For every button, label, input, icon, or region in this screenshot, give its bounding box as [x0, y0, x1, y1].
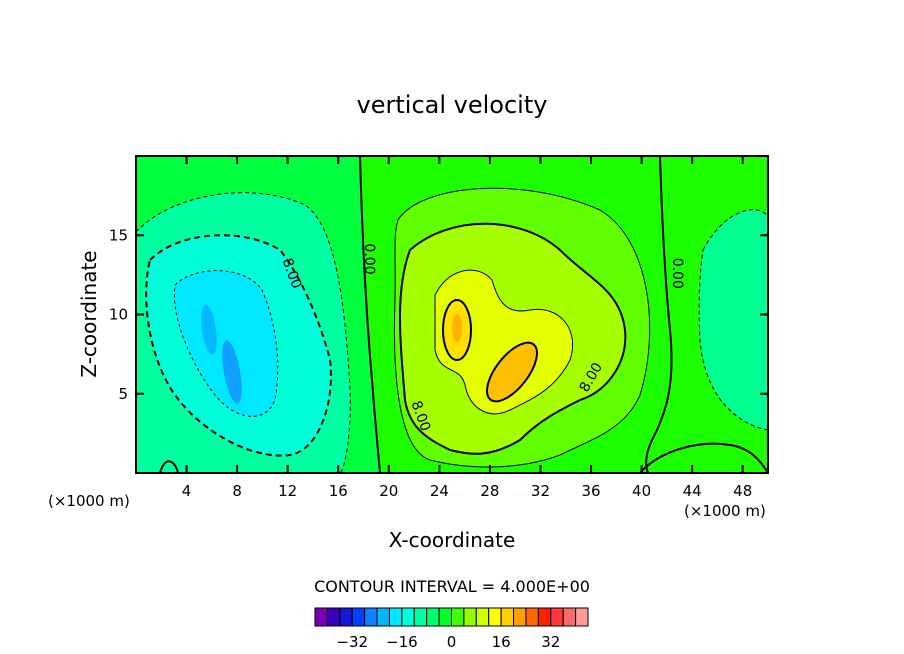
- y-axis: 5 10 15: [109, 226, 768, 403]
- colorbar-swatch: [364, 607, 378, 627]
- x-tick-label: 28: [480, 482, 499, 500]
- contour-neg8: [145, 234, 332, 457]
- contour-zero-left: [359, 156, 381, 473]
- colorbar-swatch: [562, 607, 577, 627]
- colorbar-swatch: [525, 607, 539, 627]
- x-unit-right: (×1000 m): [684, 502, 766, 520]
- colorbar-swatch: [401, 607, 415, 627]
- x-tick-label: 24: [430, 482, 449, 500]
- colorbar-swatch: [388, 607, 403, 627]
- x-axis-label: X-coordinate: [389, 528, 516, 552]
- colorbar-tick-label: −16: [386, 633, 418, 651]
- y-axis-label: Z-coordinate: [77, 250, 101, 377]
- x-tick-label: 12: [278, 482, 297, 500]
- contour-label: 0.00: [361, 243, 377, 274]
- chart-title: vertical velocity: [357, 91, 548, 119]
- contour-lines: [136, 156, 768, 473]
- x-tick-label: 32: [531, 482, 550, 500]
- colorbar-tick-label: 32: [541, 633, 560, 651]
- colorbar-swatch: [550, 607, 564, 627]
- colorbar-swatch: [500, 607, 515, 627]
- x-tick-label: 44: [683, 482, 702, 500]
- colorbar-swatch: [413, 607, 428, 627]
- colorbar-swatch: [351, 607, 366, 627]
- contour-bottom-bumps: [159, 442, 768, 473]
- contour-pos12: [434, 269, 574, 415]
- colorbar-swatch: [339, 607, 353, 627]
- contour-label: 0.00: [669, 258, 685, 289]
- contour-pos8: [399, 222, 627, 455]
- region-pos20-a: [452, 314, 462, 342]
- colorbar-swatch: [463, 607, 477, 627]
- colorbar-tick-label: 0: [447, 633, 457, 651]
- x-tick-label: 40: [632, 482, 651, 500]
- x-tick-label: 4: [182, 482, 192, 500]
- region-neg4-right: [699, 209, 768, 430]
- colorbar-swatch: [575, 607, 589, 627]
- colorbar-swatch: [513, 607, 527, 627]
- colorbar-swatch: [314, 607, 328, 627]
- contour-pos16-b: [486, 341, 538, 403]
- region-pos12: [435, 270, 573, 414]
- y-tick-label: 5: [118, 385, 128, 403]
- colorbar-tick-label: −32: [336, 633, 368, 651]
- y-tick-label: 15: [109, 226, 128, 244]
- contour-zero-right: [645, 156, 673, 473]
- x-tick-label: 36: [581, 482, 600, 500]
- x-tick-label: 20: [379, 482, 398, 500]
- colorbar-tick-label: 16: [492, 633, 511, 651]
- colorbar-swatch: [475, 607, 490, 627]
- colorbar-swatch: [426, 607, 440, 627]
- contour-pos16-a: [442, 299, 472, 361]
- colorbar-swatch: [376, 607, 390, 627]
- region-neg16-a: [201, 305, 217, 355]
- colorbar-swatch: [326, 607, 341, 627]
- colorbar-swatch: [451, 607, 465, 627]
- colorbar-swatch: [438, 607, 453, 627]
- x-axis: 4 8 12 16 20 24 28 32 36 40 44 48: [182, 156, 752, 500]
- x-tick-label: 16: [329, 482, 348, 500]
- x-tick-label: 8: [232, 482, 242, 500]
- contour-neg12: [173, 270, 279, 417]
- colorbar-swatch: [488, 607, 502, 627]
- contour-neg4-right: [698, 209, 768, 431]
- region-neg16-b: [222, 340, 242, 404]
- contour-neg4: [136, 192, 351, 473]
- colorbar-swatch: [537, 607, 552, 627]
- contour-interval-text: CONTOUR INTERVAL = 4.000E+00: [314, 577, 590, 596]
- colorbar: −32 −16 0 16 32: [314, 607, 589, 651]
- y-tick-label: 10: [109, 306, 128, 324]
- contour-pos4: [393, 187, 651, 468]
- x-unit-left: (×1000 m): [48, 492, 130, 510]
- region-pos16-b: [487, 342, 537, 402]
- contour-field: [136, 156, 768, 473]
- x-tick-label: 48: [733, 482, 752, 500]
